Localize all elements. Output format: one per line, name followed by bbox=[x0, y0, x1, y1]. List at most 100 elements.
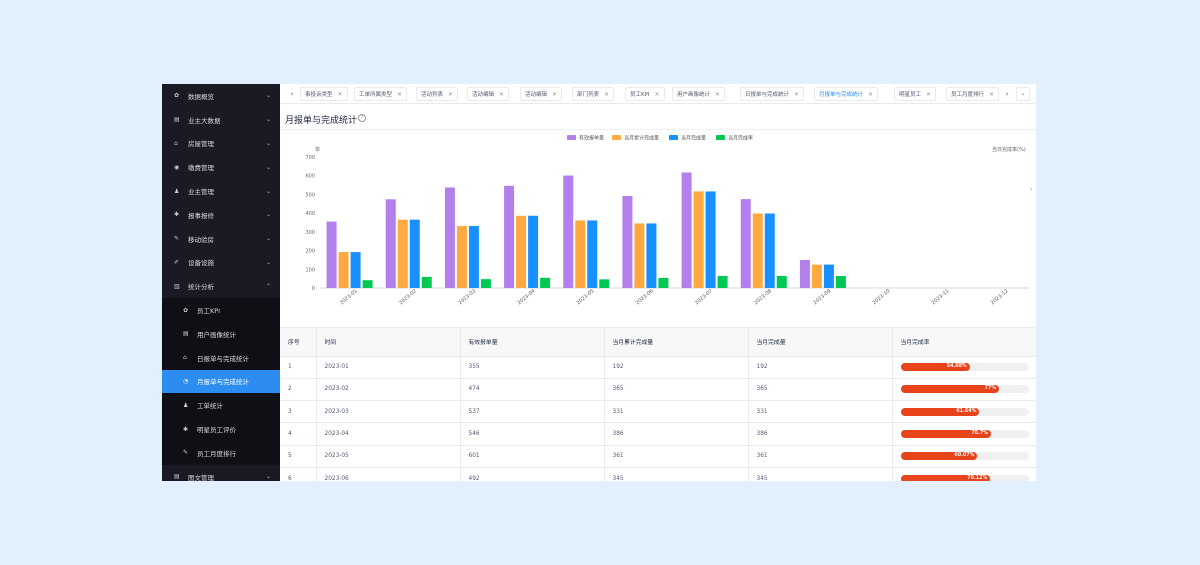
sidebar-item[interactable]: ✐ 设备设施 ⌄ bbox=[162, 251, 280, 275]
bar[interactable] bbox=[480, 279, 491, 288]
bar[interactable] bbox=[326, 221, 337, 288]
legend-swatch[interactable] bbox=[612, 135, 621, 140]
tab[interactable]: 活动列表 ✕ bbox=[416, 87, 459, 101]
bar[interactable] bbox=[717, 275, 728, 288]
tab[interactable]: 部门列表 ✕ bbox=[572, 87, 615, 101]
bar[interactable] bbox=[587, 220, 598, 288]
bar[interactable] bbox=[338, 252, 349, 288]
sidebar-item[interactable]: ◉ 缴费管理 ⌄ bbox=[162, 155, 280, 179]
legend-swatch[interactable] bbox=[567, 135, 576, 140]
column-header[interactable]: 序号 bbox=[280, 328, 317, 357]
close-icon[interactable]: ✕ bbox=[448, 90, 454, 98]
bar[interactable] bbox=[362, 280, 373, 288]
bar[interactable] bbox=[823, 264, 834, 288]
sidebar-item[interactable]: ▤ 图文管理 ⌄ bbox=[162, 465, 280, 481]
table-row[interactable]: 5 2023-05 601 361 361 60.07% bbox=[280, 445, 1036, 468]
bar[interactable] bbox=[456, 226, 467, 288]
bar[interactable] bbox=[468, 226, 479, 288]
table-row[interactable]: 2 2023-02 474 365 365 77% bbox=[280, 378, 1036, 402]
table-row[interactable]: 3 2023-03 537 331 331 61.64% bbox=[280, 400, 1036, 424]
bar[interactable] bbox=[540, 277, 551, 288]
sidebar-subitem[interactable]: ✿ 员工KPI bbox=[162, 298, 280, 322]
column-header[interactable]: 当月完成量 bbox=[748, 328, 893, 357]
bar[interactable] bbox=[693, 191, 704, 288]
table-row[interactable]: 6 2023-06 492 345 345 70.12% bbox=[280, 467, 1036, 481]
table-cell-cumulative: 192 bbox=[604, 356, 749, 379]
table-row[interactable]: 1 2023-01 355 192 192 54.08% bbox=[280, 356, 1036, 379]
sidebar-item[interactable]: ♟ 业主管理 ⌄ bbox=[162, 179, 280, 203]
tabs-scroll-left-icon[interactable]: ‹ bbox=[290, 90, 294, 98]
bar[interactable] bbox=[799, 259, 810, 288]
bar[interactable] bbox=[658, 277, 669, 288]
close-icon[interactable]: ✕ bbox=[604, 90, 610, 98]
bar[interactable] bbox=[421, 276, 432, 288]
tab[interactable]: 活动编辑 ✕ bbox=[520, 87, 563, 101]
bar[interactable] bbox=[504, 185, 515, 288]
bar[interactable] bbox=[705, 191, 716, 288]
tabs-dropdown-icon[interactable]: ⌄ bbox=[1016, 87, 1030, 101]
bar[interactable] bbox=[599, 279, 610, 288]
bar[interactable] bbox=[622, 195, 633, 288]
bar[interactable] bbox=[811, 264, 822, 288]
tab[interactable]: 工单所属类型 ✕ bbox=[354, 87, 408, 101]
bar[interactable] bbox=[516, 215, 527, 288]
bar[interactable] bbox=[681, 172, 692, 288]
column-header[interactable]: 当月完成率 bbox=[892, 328, 1036, 357]
legend-swatch[interactable] bbox=[669, 135, 678, 140]
sidebar-item[interactable]: ✱ 报事报修 ⌄ bbox=[162, 203, 280, 227]
bar[interactable] bbox=[385, 199, 396, 288]
sidebar-item[interactable]: ▤ 业主大数据 ⌄ bbox=[162, 108, 280, 132]
bar[interactable] bbox=[528, 215, 539, 288]
bar[interactable] bbox=[563, 175, 574, 288]
column-header[interactable]: 时间 bbox=[316, 328, 461, 357]
sidebar-subitem[interactable]: ✱ 明星员工评价 bbox=[162, 417, 280, 441]
close-icon[interactable]: ✕ bbox=[989, 90, 995, 98]
bar[interactable] bbox=[575, 220, 586, 288]
sidebar-item[interactable]: ✎ 移动验房 ⌄ bbox=[162, 227, 280, 251]
sidebar-subitem[interactable]: ♟ 工单统计 bbox=[162, 393, 280, 417]
sidebar-item[interactable]: ▥ 统计分析 ⌃ bbox=[162, 274, 280, 299]
tabs-scroll-right-icon[interactable]: › bbox=[1005, 90, 1009, 98]
sidebar-subitem[interactable]: ◔ 月报单与完成统计 bbox=[162, 369, 280, 394]
tab[interactable]: 事投诉类型 ✕ bbox=[300, 87, 348, 101]
close-icon[interactable]: ✕ bbox=[397, 90, 403, 98]
sidebar-item[interactable]: ✿ 数据概览 ⌄ bbox=[162, 84, 280, 108]
legend-swatch[interactable] bbox=[716, 135, 725, 140]
progress-label: 54.08% bbox=[946, 364, 967, 370]
bar[interactable] bbox=[776, 275, 787, 288]
help-icon[interactable]: ? bbox=[358, 114, 366, 122]
bar[interactable] bbox=[350, 252, 361, 288]
tab[interactable]: 用户画像统计 ✕ bbox=[672, 87, 726, 101]
bar[interactable] bbox=[634, 223, 645, 288]
tab[interactable]: 明星员工 ✕ bbox=[894, 87, 937, 101]
close-icon[interactable]: ✕ bbox=[337, 90, 343, 98]
close-icon[interactable]: ✕ bbox=[926, 90, 932, 98]
bar[interactable] bbox=[444, 187, 455, 288]
tab[interactable]: 日报单与完成统计 ✕ bbox=[740, 87, 805, 101]
bar[interactable] bbox=[752, 213, 763, 288]
close-icon[interactable]: ✕ bbox=[868, 90, 874, 98]
bar[interactable] bbox=[409, 219, 420, 288]
close-icon[interactable]: ✕ bbox=[499, 90, 505, 98]
close-icon[interactable]: ✕ bbox=[654, 90, 660, 98]
sidebar-subitem[interactable]: ⌂ 日报单与完成统计 bbox=[162, 346, 280, 370]
sidebar-item[interactable]: ⌂ 房屋管理 ⌄ bbox=[162, 132, 280, 156]
bar[interactable] bbox=[646, 223, 657, 288]
bar[interactable] bbox=[397, 219, 408, 288]
close-icon[interactable]: ✕ bbox=[552, 90, 558, 98]
column-header[interactable]: 有效报单量 bbox=[460, 328, 605, 357]
table-row[interactable]: 4 2023-04 546 386 386 70.7% bbox=[280, 422, 1036, 446]
sidebar-subitem[interactable]: ✎ 员工月度排行 bbox=[162, 441, 280, 465]
tab[interactable]: 员工KPI ✕ bbox=[625, 87, 665, 101]
chart-scroll-right-icon[interactable]: › bbox=[1030, 186, 1033, 193]
bar[interactable] bbox=[764, 213, 775, 288]
sidebar-subitem[interactable]: ▤ 用户画像统计 bbox=[162, 322, 280, 346]
column-header[interactable]: 当月累计完成量 bbox=[604, 328, 749, 357]
bar[interactable] bbox=[740, 199, 751, 288]
tab[interactable]: 员工月度排行 ✕ bbox=[946, 87, 1000, 101]
tab[interactable]: 活动编辑 ✕ bbox=[467, 87, 510, 101]
bar[interactable] bbox=[835, 275, 846, 288]
close-icon[interactable]: ✕ bbox=[794, 90, 800, 98]
tab[interactable]: 月报单与完成统计 ✕ bbox=[814, 87, 879, 101]
close-icon[interactable]: ✕ bbox=[715, 90, 721, 98]
